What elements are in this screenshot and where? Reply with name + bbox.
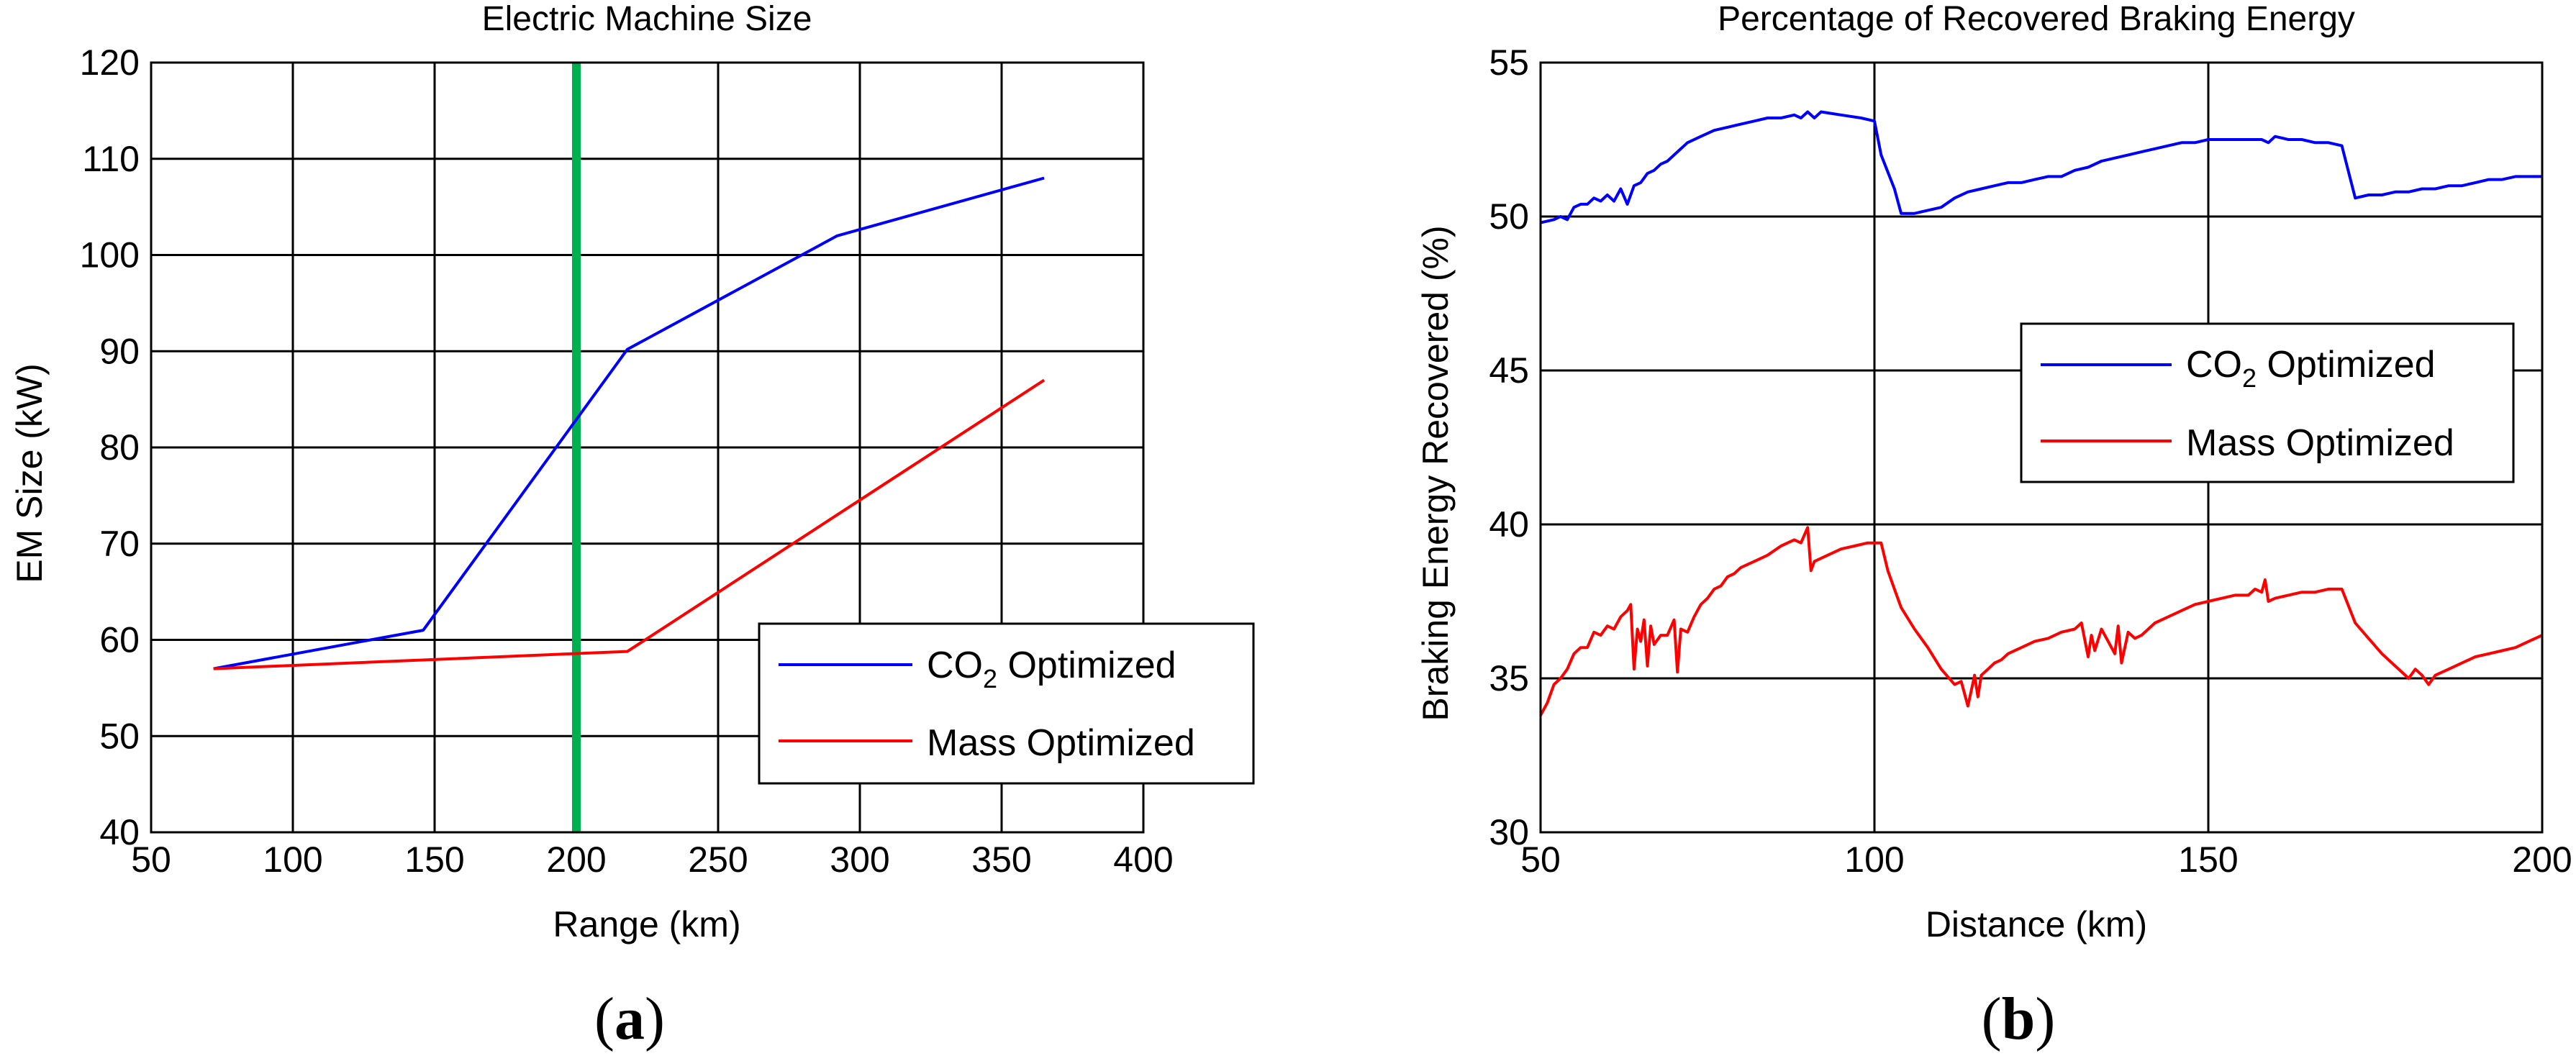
series-line-co2-optimized: [213, 176, 1045, 670]
x-tick-label: 250: [688, 839, 748, 880]
chart-a-legend: CO2 Optimized Mass Optimized: [758, 622, 1255, 785]
x-tick-label: 200: [2512, 839, 2572, 880]
chart-a-title: Electric Machine Size: [482, 0, 812, 38]
chart-a-y-label: EM Size (kW): [9, 363, 50, 583]
x-tick-label: 300: [830, 839, 889, 880]
chart-b-x-label: Distance (km): [1926, 904, 2147, 945]
y-tick-label: 90: [99, 331, 140, 371]
x-tick-label: 200: [546, 839, 606, 880]
chart-a-legend-box: [758, 622, 1255, 785]
x-tick-label: 50: [131, 839, 171, 880]
y-tick-label: 30: [1489, 812, 1529, 852]
chart-b-plot-frame: [1539, 61, 2544, 834]
chart-a-x-label: Range (km): [553, 904, 740, 945]
y-tick-label: 40: [99, 812, 140, 852]
chart-b-legend-entry-co2: CO2 Optimized: [2186, 344, 2436, 393]
chart-b-x-ticks: 50 100 150 200: [1520, 839, 2572, 880]
x-tick-label: 100: [263, 839, 322, 880]
chart-b-title: Percentage of Recovered Braking Energy: [1718, 0, 2355, 38]
caption-letter: a: [614, 986, 645, 1052]
y-tick-label: 70: [99, 524, 140, 564]
y-tick-label: 45: [1489, 350, 1529, 391]
legend-co: CO: [927, 645, 983, 686]
chart-a-x-ticks: 50 100 150 200 250 300 350 400: [131, 839, 1174, 880]
chart-b-caption: (b): [1982, 986, 2056, 1052]
caption-close-paren: ): [645, 986, 665, 1052]
y-tick-label: 50: [99, 716, 140, 756]
y-tick-label: 80: [99, 427, 140, 468]
chart-b-legend-entry-mass: Mass Optimized: [2186, 422, 2454, 464]
y-tick-label: 60: [99, 620, 140, 660]
legend-co: CO: [2186, 344, 2242, 386]
chart-b-series: [1539, 110, 2543, 716]
chart-b-y-ticks: 30 35 40 45 50 55: [1489, 42, 1529, 852]
series-line-mass-optimized: [1539, 526, 2543, 716]
chart-a-series: [213, 176, 1046, 670]
series-line-co2-optimized: [1540, 110, 2542, 224]
caption-letter: b: [2002, 986, 2036, 1052]
legend-subscript: 2: [2242, 363, 2257, 393]
series-line-mass-optimized: [213, 378, 1046, 670]
y-tick-label: 55: [1489, 42, 1529, 83]
legend-optimized: Optimized: [997, 645, 1176, 686]
chart-a-legend-entry-co2: CO2 Optimized: [927, 645, 1176, 693]
chart-a-plot-frame: [150, 61, 1145, 834]
chart-a-legend-entry-mass: Mass Optimized: [927, 722, 1195, 764]
chart-b: 50 100 150 200 30 35 40 45 50 55 Percentage of R…: [1415, 0, 2572, 1052]
chart-b-y-label: Braking Energy Recovered (%): [1415, 225, 1456, 721]
chart-b-legend-box: [2020, 322, 2515, 483]
x-tick-label: 350: [971, 839, 1031, 880]
legend-optimized: Optimized: [2257, 344, 2436, 386]
x-tick-label: 150: [404, 839, 464, 880]
caption-close-paren: ): [2035, 986, 2055, 1052]
x-tick-label: 100: [1844, 839, 1904, 880]
chart-a-caption: (a): [594, 986, 665, 1052]
chart-a-y-ticks: 40 50 60 70 80 90 100 110 120: [80, 42, 140, 852]
y-tick-label: 100: [80, 235, 140, 276]
y-tick-label: 120: [80, 42, 140, 83]
legend-subscript: 2: [983, 664, 997, 693]
y-tick-label: 35: [1489, 658, 1529, 698]
chart-a: 50 100 150 200 250 300 350 400 4050607080901001…: [9, 0, 1255, 1052]
y-tick-label: 50: [1489, 196, 1529, 237]
chart-b-legend: CO2 Optimized Mass Optimized: [2020, 322, 2515, 483]
x-tick-label: 150: [2178, 839, 2238, 880]
x-tick-label: 50: [1520, 839, 1561, 880]
y-tick-label: 110: [82, 139, 140, 179]
caption-open-paren: (: [1982, 986, 2002, 1052]
caption-open-paren: (: [594, 986, 614, 1052]
y-tick-label: 40: [1489, 504, 1529, 545]
x-tick-label: 400: [1113, 839, 1173, 880]
